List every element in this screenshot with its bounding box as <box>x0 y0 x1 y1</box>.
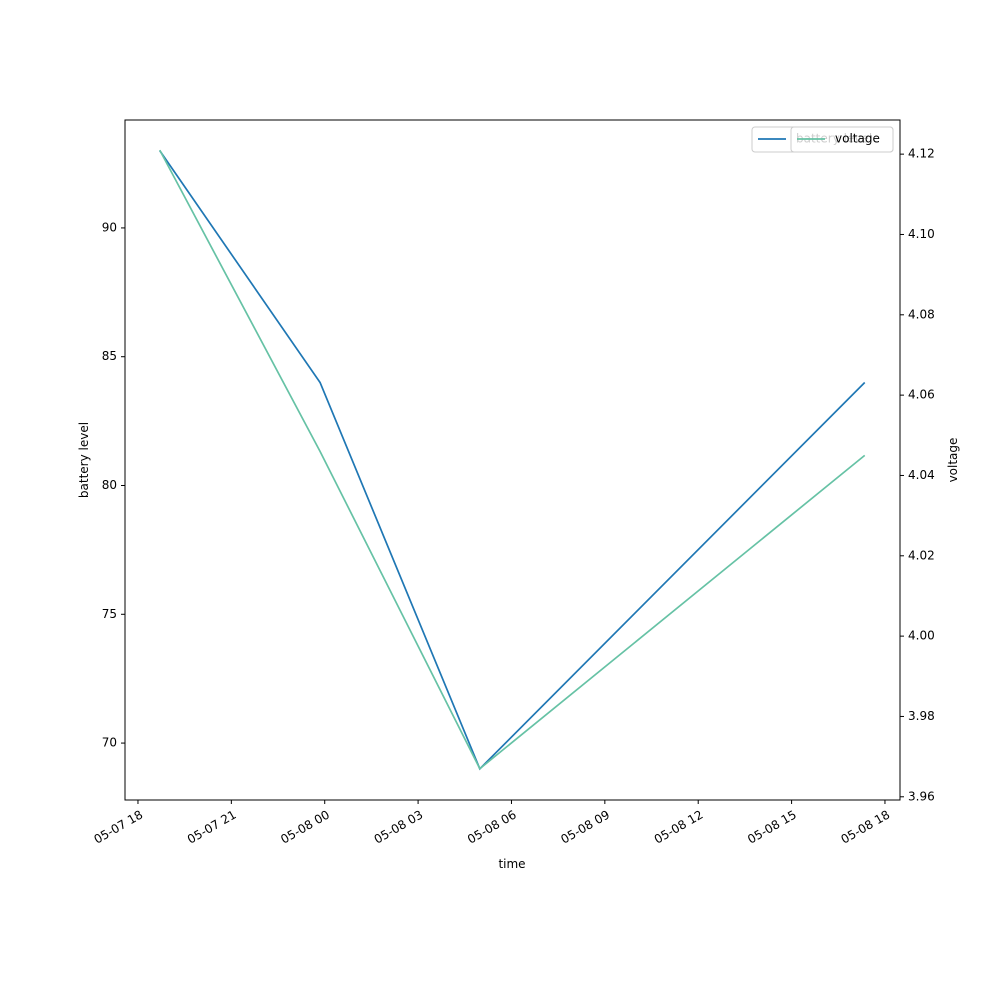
y-tick-label: 70 <box>102 736 117 750</box>
y-axis-label: battery level <box>77 422 91 498</box>
plot-frame <box>124 119 901 801</box>
legend-label: voltage <box>835 132 880 146</box>
y-tick-label: 75 <box>102 607 117 621</box>
data-line <box>159 149 866 770</box>
y2-tick-label: 3.96 <box>908 789 935 803</box>
data-line <box>159 150 866 771</box>
y2-tick-label: 4.02 <box>908 548 935 562</box>
x-axis-label: time <box>498 857 525 871</box>
legend-box <box>790 126 894 153</box>
y2-tick-label: 4.00 <box>908 629 935 643</box>
y2-tick-label: 4.12 <box>908 147 935 161</box>
y-tick-label: 90 <box>102 220 117 234</box>
y-tick-label: 80 <box>102 478 117 492</box>
y2-tick-label: 4.08 <box>908 307 935 321</box>
y-tick-label: 85 <box>102 349 117 363</box>
y2-tick-label: 3.98 <box>908 709 935 723</box>
y2-tick-label: 4.04 <box>908 468 935 482</box>
y2-axis-label: voltage <box>946 438 960 483</box>
y2-tick-label: 4.06 <box>908 388 935 402</box>
y2-tick-label: 4.10 <box>908 227 935 241</box>
